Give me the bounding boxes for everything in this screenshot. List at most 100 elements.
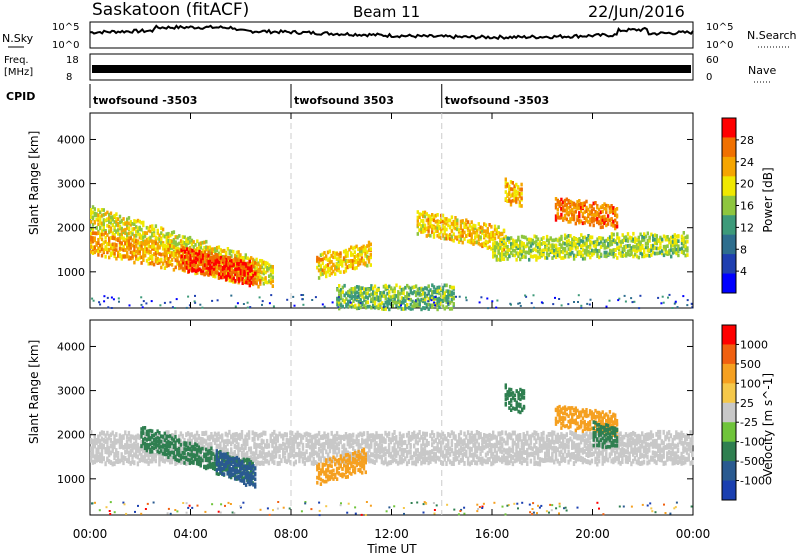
heatmap-cell [646, 245, 649, 250]
heatmap-cell [389, 286, 393, 290]
heatmap-cell [364, 245, 367, 250]
heatmap-cell [616, 235, 619, 240]
heatmap-cell [226, 247, 230, 251]
heatmap-cell [201, 437, 204, 442]
heatmap-cell [677, 234, 680, 238]
heatmap-cell [237, 446, 240, 452]
heatmap-cell [562, 452, 565, 458]
heatmap-cell [535, 248, 538, 253]
heatmap-cell [314, 433, 317, 439]
heatmap-cell [255, 432, 258, 437]
heatmap-cell [511, 248, 515, 253]
heatmap-cell [416, 210, 419, 214]
heatmap-cell [194, 437, 197, 443]
heatmap-cell [520, 255, 524, 259]
heatmap-cell [100, 430, 104, 436]
heatmap-cell [364, 441, 367, 447]
heatmap-cell [400, 291, 403, 295]
heatmap-cell [495, 254, 498, 259]
heatmap-cell [524, 434, 527, 439]
heatmap-cell [388, 290, 391, 294]
heatmap-cell [251, 269, 255, 274]
heatmap-cell [106, 449, 109, 455]
heatmap-cell [671, 247, 675, 252]
heatmap-cell [393, 300, 396, 305]
heatmap-cell [452, 302, 455, 306]
heatmap-cell [203, 272, 207, 276]
heatmap-cell [459, 458, 463, 463]
heatmap-cell [612, 238, 615, 243]
heatmap-cell [167, 250, 170, 255]
heatmap-cell [517, 302, 520, 305]
heatmap-cell [554, 296, 556, 299]
heatmap-cell [420, 288, 423, 292]
heatmap-cell [348, 433, 351, 438]
heatmap-cell [226, 276, 230, 280]
heatmap-cell [285, 437, 288, 443]
heatmap-cell [563, 456, 567, 462]
heatmap-cell [395, 439, 398, 445]
heatmap-cell [545, 248, 549, 252]
heatmap-cell [490, 449, 493, 455]
heatmap-cell [167, 231, 170, 236]
heatmap-cell [179, 448, 183, 454]
heatmap-cell [510, 236, 513, 240]
heatmap-cell [448, 433, 452, 439]
heatmap-cell [99, 438, 102, 444]
heatmap-cell [518, 192, 521, 196]
heatmap-cell [364, 251, 367, 256]
heatmap-cell [363, 290, 366, 295]
heatmap-cell [357, 299, 361, 304]
heatmap-cell [308, 438, 312, 444]
heatmap-cell [236, 277, 239, 281]
heatmap-cell [516, 196, 520, 201]
colorbar-tick-label: 4 [740, 265, 747, 278]
heatmap-cell [194, 251, 198, 255]
heatmap-cell [246, 276, 250, 280]
heatmap-cell [529, 248, 533, 253]
heatmap-cell [339, 270, 342, 274]
heatmap-cell [401, 299, 404, 302]
heatmap-cell [465, 443, 468, 449]
heatmap-cell [145, 451, 148, 457]
heatmap-cell [330, 442, 333, 448]
heatmap-cell [375, 457, 378, 463]
cpid-panel: CPID twofsound -3503 twofsound 3503 twofso… [6, 84, 549, 108]
heatmap-cell [405, 444, 409, 449]
heatmap-cell [556, 212, 559, 216]
heatmap-cell [348, 259, 351, 263]
heatmap-cell [369, 247, 372, 251]
heatmap-cell [596, 237, 599, 242]
heatmap-cell [360, 249, 364, 254]
heatmap-cell [608, 299, 611, 302]
heatmap-cell [434, 438, 437, 443]
heatmap-cell [294, 436, 297, 442]
heatmap-cell [321, 451, 324, 457]
heatmap-cell [565, 197, 568, 202]
heatmap-cell [312, 434, 315, 440]
heatmap-cell [468, 452, 472, 458]
heatmap-cell [255, 273, 258, 277]
heatmap-cell [422, 210, 425, 215]
heatmap-cell [252, 264, 255, 269]
heatmap-cell [445, 294, 448, 299]
heatmap-cell [416, 458, 419, 464]
heatmap-cell [472, 452, 475, 458]
heatmap-cell [212, 257, 216, 261]
heatmap-cell [222, 445, 226, 451]
heatmap-cell [319, 443, 323, 449]
heatmap-cell [501, 455, 504, 461]
heatmap-cell [515, 242, 518, 247]
heatmap-cell [574, 205, 577, 210]
heatmap-cell [224, 270, 228, 275]
heatmap-cell [517, 437, 520, 443]
heatmap-cell [450, 439, 454, 444]
heatmap-cell [152, 456, 156, 462]
heatmap-cell [423, 294, 427, 299]
heatmap-cell [124, 456, 127, 461]
heatmap-cell [639, 245, 642, 250]
heatmap-cell [97, 253, 100, 257]
heatmap-cell [554, 434, 558, 440]
heatmap-cell [556, 458, 559, 464]
heatmap-cell [260, 270, 264, 275]
